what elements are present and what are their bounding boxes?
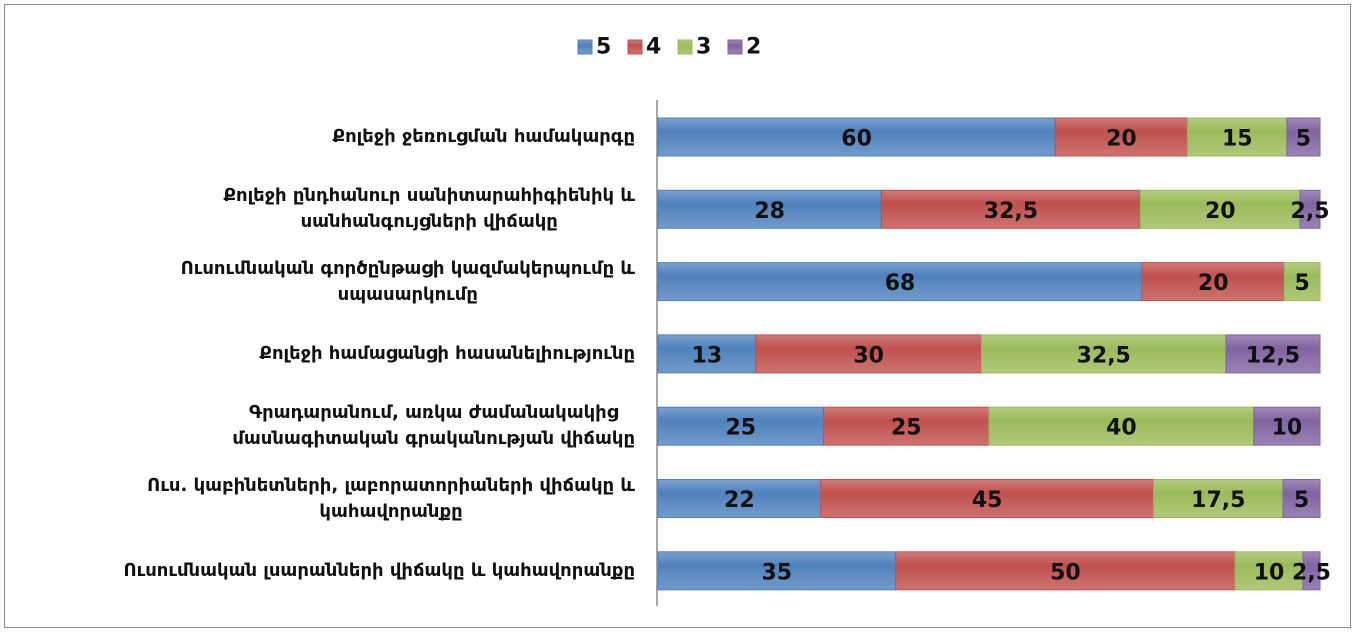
value-label: 10 [1254,560,1285,585]
category-text: Քոլեջի համացանցի հասանելիությունը [259,342,635,364]
bar-segment [1253,406,1321,446]
value-label: 13 [692,343,723,368]
bar-segment [895,551,1236,591]
category-text: Քոլեջի ջեռուցման համակարգը [332,126,635,147]
value-label: 5 [1296,127,1311,152]
bar-segment [1234,551,1304,591]
legend-swatch [627,39,643,55]
legend-label: 3 [696,35,711,60]
category-label: Քոլեջի ընդհանուր սանիտարահիգիենիկ և սանհ… [0,183,635,235]
bar-segment [980,334,1227,374]
bar-segment [1225,334,1321,374]
category-text: Ուս. կաբինետների, լաբորատորիաների վիճակը… [147,474,635,522]
value-label: 32,5 [1077,343,1131,368]
category-label: Գրադարանում, առկա ժամանակակից մասնագիտակ… [0,400,635,452]
value-label: 60 [841,127,872,152]
value-label: 25 [725,416,756,441]
value-label: 68 [885,271,916,296]
value-label: 15 [1222,127,1253,152]
bar-segment [755,334,982,374]
value-label: 2,5 [1291,199,1330,224]
value-label: 22 [724,488,755,513]
value-label: 28 [754,199,785,224]
value-label: 17,5 [1191,488,1245,513]
bar-segment [1282,479,1321,518]
bar-segment [1140,189,1301,229]
bar-segment [1283,262,1321,302]
legend-label: 4 [646,35,661,60]
category-label: Ուսումնական լսարանների վիճակը և կահավորա… [0,558,635,584]
bar-segment [820,479,1155,518]
category-label: Քոլեջի համացանցի հասանելիությունը [0,341,635,367]
category-text: Ուսումնական գործընթացի կազմակերպումը և ս… [180,257,635,305]
category-text: Քոլեջի ընդհանուր սանիտարահիգիենիկ և սանհ… [223,185,635,233]
value-label: 12,5 [1246,343,1300,368]
legend-swatch [727,39,743,55]
legend-label: 2 [746,35,761,60]
category-label: Ուս. կաբինետների, լաբորատորիաների վիճակը… [0,473,635,525]
bar-segment [1299,189,1321,229]
chart-frame [4,4,1351,628]
value-label: 35 [762,560,793,585]
bar-segment [988,406,1255,446]
value-label: 40 [1106,416,1137,441]
bar-segment [657,406,824,446]
bar-segment [1302,551,1321,591]
category-label: Ուսումնական գործընթացի կազմակերպումը և ս… [0,256,635,308]
value-label: 10 [1272,416,1303,441]
bar-segment [1187,117,1288,157]
category-text: Ուսումնական լսարանների վիճակը և կահավորա… [123,559,635,581]
value-label: 45 [972,488,1003,513]
bar-segment [823,406,990,446]
value-label: 30 [853,343,884,368]
bar-segment [880,189,1142,229]
value-label: 32,5 [984,199,1038,224]
legend-swatch [577,39,593,55]
category-text: Գրադարանում, առկա ժամանակակից մասնագիտակ… [232,402,635,450]
category-label: Քոլեջի ջեռուցման համակարգը [0,124,635,150]
value-label: 20 [1106,127,1137,152]
bar-segment [1286,117,1321,157]
value-label: 20 [1198,271,1229,296]
bar-segment [657,117,1056,157]
legend-label: 5 [596,35,611,60]
bar-segment [657,551,897,591]
value-label: 50 [1050,560,1081,585]
legend-swatch [677,39,693,55]
bar-segment [1141,262,1285,302]
value-label: 20 [1205,199,1236,224]
bar-segment [657,479,822,518]
value-label: 25 [891,416,922,441]
value-label: 2,5 [1292,560,1331,585]
bar-segment [657,262,1143,302]
value-label: 5 [1294,488,1309,513]
value-label: 5 [1295,271,1310,296]
